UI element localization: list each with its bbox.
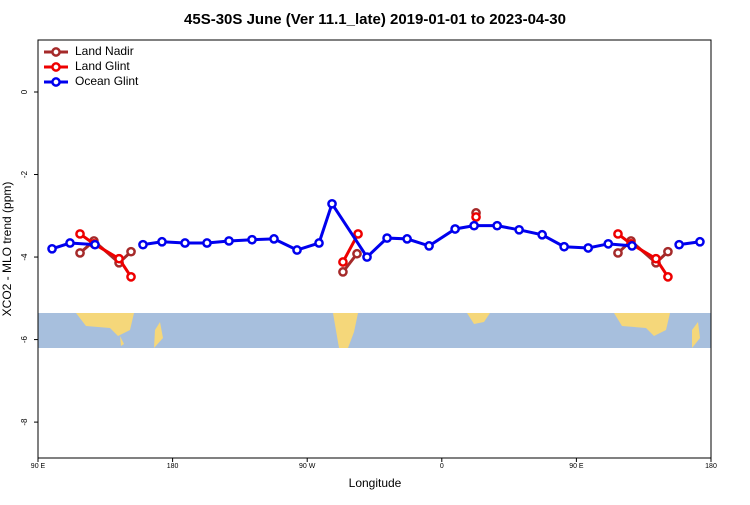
legend-label: Land Glint <box>75 59 130 73</box>
y-tick-label: -6 <box>20 335 29 343</box>
data-point <box>469 220 479 231</box>
series-line <box>79 232 670 278</box>
map-land <box>154 322 163 348</box>
data-point <box>180 238 190 248</box>
data-point <box>114 253 124 264</box>
legend-marker <box>51 77 61 87</box>
data-point <box>402 234 412 244</box>
y-tick-label: -8 <box>20 418 29 426</box>
data-point <box>202 238 212 248</box>
y-tick-label: -4 <box>20 253 29 261</box>
legend-label: Land Nadir <box>75 44 134 58</box>
data-point <box>353 229 363 239</box>
data-point <box>157 236 167 247</box>
data-point <box>338 267 348 277</box>
plot-frame <box>37 39 712 459</box>
y-tick-label: 0 <box>20 89 29 94</box>
x-tick-label: 90 E <box>569 463 584 470</box>
series-line <box>51 200 701 260</box>
data-point <box>338 257 348 267</box>
data-point <box>269 234 279 244</box>
data-point <box>247 234 257 245</box>
x-tick-label: 0 <box>440 463 444 470</box>
x-tick-label: 90 W <box>299 463 316 470</box>
data-point <box>613 248 623 258</box>
data-point <box>126 272 136 282</box>
chart-title: 45S-30S June (Ver 11.1_late) 2019-01-01 … <box>184 11 566 28</box>
map-land <box>467 313 490 324</box>
data-point <box>65 238 75 248</box>
data-point <box>47 243 57 254</box>
data-point <box>314 238 324 248</box>
data-point <box>492 220 502 231</box>
legend-label: Ocean Glint <box>75 74 139 88</box>
data-point <box>292 245 302 255</box>
data-point <box>695 236 705 247</box>
data-point <box>224 236 234 246</box>
data-point <box>138 239 148 250</box>
y-axis-label: XCO2 - MLO trend (ppm) <box>0 182 14 317</box>
x-tick-label: 180 <box>705 463 717 470</box>
y-tick-label: -2 <box>20 170 29 178</box>
x-tick-label: 90 E <box>31 463 46 470</box>
data-point <box>450 224 460 234</box>
data-point <box>627 241 637 251</box>
legend-marker <box>51 62 61 72</box>
data-point <box>90 239 100 250</box>
data-point <box>651 253 661 264</box>
data-point <box>75 248 85 258</box>
data-point <box>75 229 85 239</box>
data-point <box>613 229 623 239</box>
data-point <box>362 252 372 262</box>
data-point <box>514 224 524 235</box>
data-point <box>583 243 594 253</box>
data-point <box>327 198 337 209</box>
data-point <box>663 246 673 257</box>
data-point <box>603 238 614 249</box>
data-point <box>126 246 136 257</box>
map-land <box>120 336 124 346</box>
map-land <box>76 313 134 336</box>
legend-marker <box>51 47 61 57</box>
map-land <box>333 313 358 348</box>
data-point <box>352 248 362 259</box>
data-point <box>559 241 569 252</box>
x-axis-label: Longitude <box>349 476 402 490</box>
data-point <box>674 239 684 250</box>
data-point <box>663 272 673 282</box>
map-ocean <box>38 313 711 348</box>
series-line <box>79 238 669 273</box>
map-band <box>38 313 711 348</box>
data-point <box>382 233 392 243</box>
x-tick-label: 180 <box>167 463 179 470</box>
data-point <box>424 241 434 251</box>
map-land <box>614 313 670 336</box>
data-point <box>471 212 481 222</box>
data-point <box>537 229 548 240</box>
map-land <box>692 322 700 348</box>
